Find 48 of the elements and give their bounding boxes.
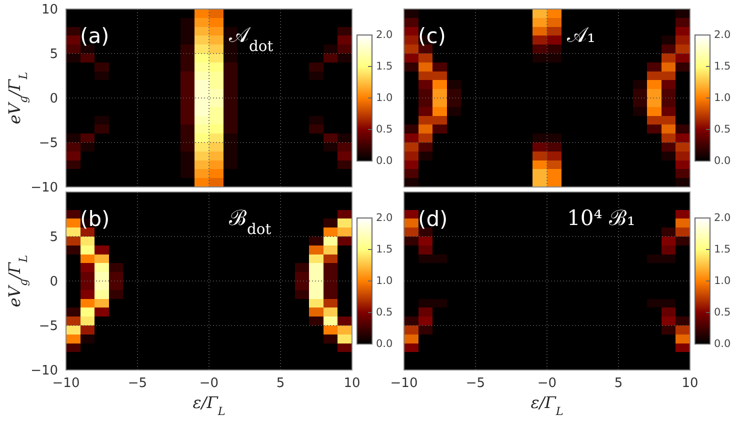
color-bar-label: 1.0	[714, 92, 731, 104]
x-axis-title: ε/Γ$_{L}$	[192, 393, 226, 418]
y-tick-label: 0	[50, 92, 58, 107]
color-bar-label: 0.0	[714, 155, 731, 167]
color-bar-label: 2.0	[376, 212, 393, 224]
x-tick-label: −5	[128, 376, 148, 392]
color-bar-label: 2.0	[714, 212, 731, 224]
x-tick-label: 10	[682, 376, 698, 392]
color-bar-label: 0.0	[714, 338, 731, 350]
color-bar-label: 2.0	[714, 29, 731, 41]
color-bar-label: 0.5	[714, 124, 731, 136]
y-tick-label: −10	[30, 180, 58, 196]
y-tick-label: −5	[38, 136, 58, 152]
annotation: (a)	[80, 24, 110, 48]
color-bar-label: 1.5	[376, 60, 393, 72]
annotation: (c)	[418, 24, 446, 48]
annotation: (b)	[80, 207, 110, 231]
color-bar-label: 1.0	[714, 275, 731, 287]
y-tick-label: 5	[50, 47, 58, 62]
y-tick-label: −10	[30, 364, 58, 379]
y-tick-label: −5	[38, 319, 58, 334]
x-tick-label: −10	[390, 376, 418, 392]
color-bar-label: 1.0	[376, 275, 393, 287]
annotation: (d)	[418, 207, 448, 231]
color-bar-label: 0.5	[376, 306, 393, 318]
color-bar-label: 0.0	[376, 338, 393, 350]
color-bar-label: 1.5	[376, 244, 393, 256]
x-tick-label: 5	[276, 376, 285, 392]
color-bar-label: 0.5	[714, 306, 731, 318]
y-tick-label: 5	[50, 230, 58, 246]
color-bar-label: 2.0	[376, 29, 393, 41]
x-tick-label: 10	[344, 376, 360, 392]
text: 𝒜₁	[567, 23, 596, 47]
text: 𝒜$_{dot}$	[229, 23, 274, 54]
text: 10⁴ ℬ₁	[567, 206, 636, 230]
y-tick-label: 0	[50, 274, 58, 290]
color-bar-label: 0.5	[376, 124, 393, 136]
text: ℬ$_{dot}$	[229, 206, 272, 238]
x-tick-label: −5	[466, 376, 486, 392]
y-tick-label: 10	[41, 2, 58, 18]
color-bar-label: 1.5	[714, 244, 731, 256]
color-bar-label: 1.5	[714, 60, 731, 72]
x-tick-label: 5	[614, 376, 623, 392]
x-tick-label: −0	[537, 376, 557, 392]
color-bar-label: 1.0	[376, 92, 393, 104]
x-axis-title: ε/Γ$_{L}$	[530, 393, 564, 418]
x-tick-label: −0	[199, 376, 219, 392]
color-bar-label: 0.0	[376, 155, 393, 167]
